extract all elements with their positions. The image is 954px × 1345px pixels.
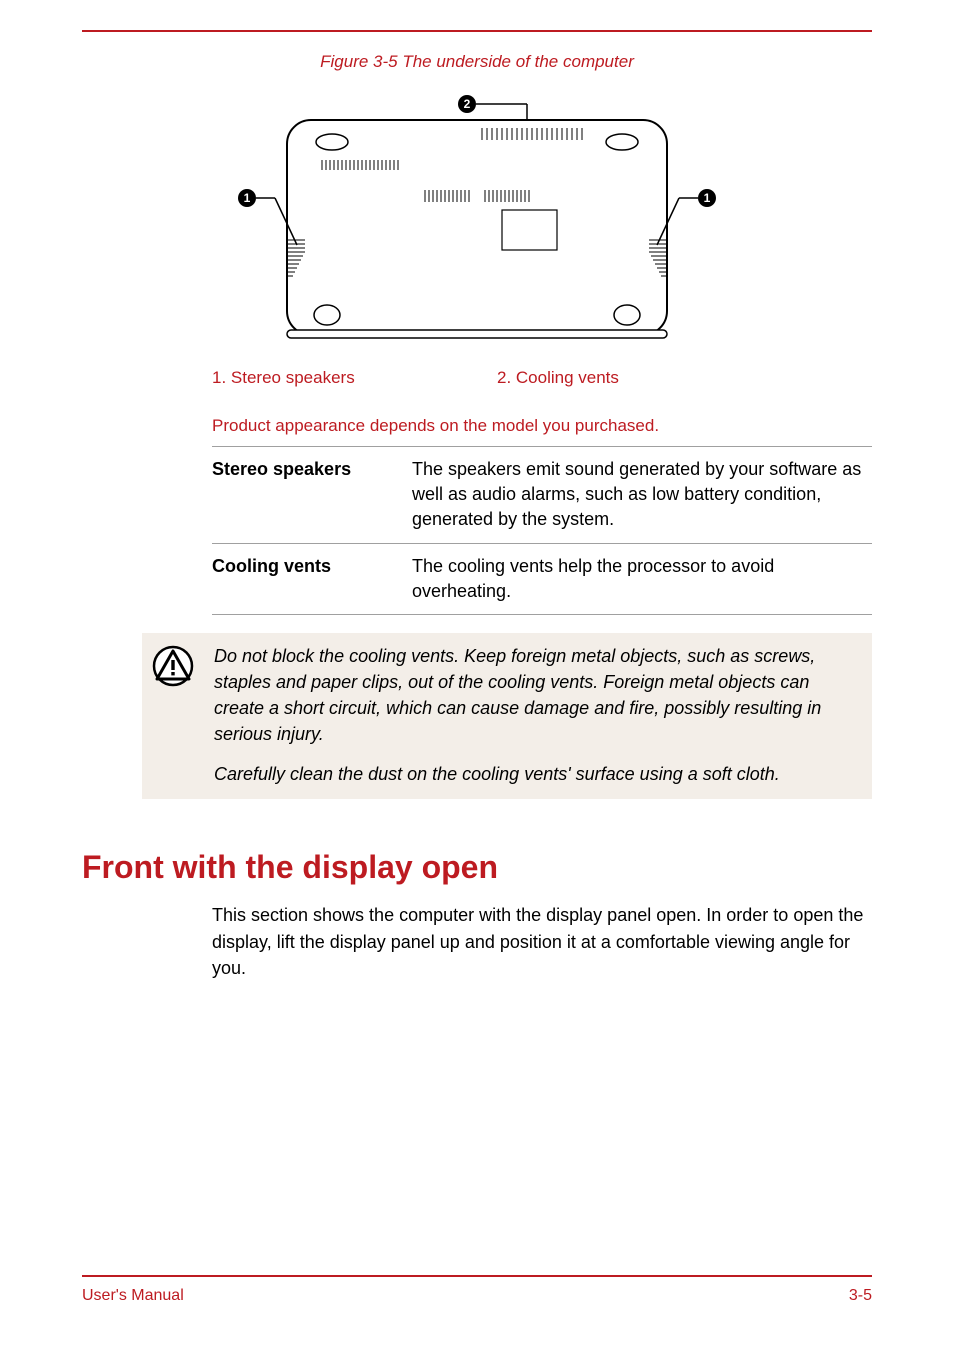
product-appearance-note: Product appearance depends on the model …	[212, 416, 872, 436]
legend-item-2: 2. Cooling vents	[497, 368, 619, 388]
row-label: Cooling vents	[212, 543, 412, 614]
figure-legend: 1. Stereo speakers 2. Cooling vents	[212, 368, 872, 388]
row-label: Stereo speakers	[212, 447, 412, 544]
page-content: Figure 3-5 The underside of the computer…	[82, 52, 872, 981]
table-row: Cooling vents The cooling vents help the…	[212, 543, 872, 614]
component-description-table: Stereo speakers The speakers emit sound …	[212, 446, 872, 615]
row-desc: The cooling vents help the processor to …	[412, 543, 872, 614]
section-body: This section shows the computer with the…	[212, 902, 872, 980]
legend-item-1: 1. Stereo speakers	[212, 368, 497, 388]
caution-block: Do not block the cooling vents. Keep for…	[142, 633, 872, 799]
footer-rule	[82, 1275, 872, 1277]
caution-icon	[152, 643, 198, 787]
svg-text:2: 2	[464, 97, 471, 111]
laptop-body	[287, 120, 667, 338]
caution-text: Do not block the cooling vents. Keep for…	[214, 643, 858, 787]
page-footer: User's Manual 3-5	[82, 1275, 872, 1305]
figure-diagram: 2	[82, 90, 872, 350]
svg-text:1: 1	[704, 191, 711, 205]
footer-left: User's Manual	[82, 1287, 184, 1305]
caution-paragraph: Carefully clean the dust on the cooling …	[214, 761, 858, 787]
section-heading: Front with the display open	[82, 849, 872, 886]
svg-text:1: 1	[244, 191, 251, 205]
caution-paragraph: Do not block the cooling vents. Keep for…	[214, 643, 858, 747]
table-row: Stereo speakers The speakers emit sound …	[212, 447, 872, 544]
top-rule	[82, 30, 872, 32]
footer-right: 3-5	[849, 1287, 872, 1305]
cooling-vent-top	[482, 128, 582, 140]
row-desc: The speakers emit sound generated by you…	[412, 447, 872, 544]
underside-diagram: 2	[227, 90, 727, 350]
figure-caption: Figure 3-5 The underside of the computer	[82, 52, 872, 72]
